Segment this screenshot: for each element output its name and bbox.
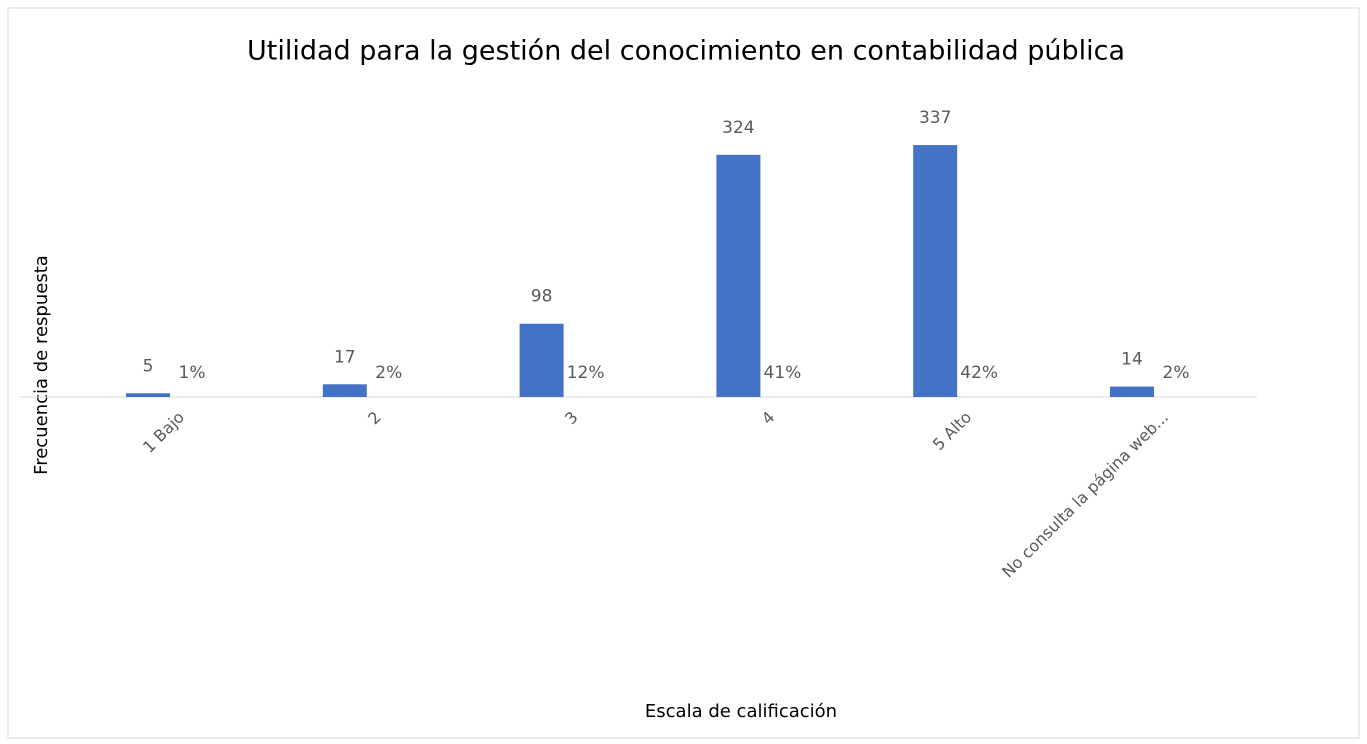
data-label: 17 [334,347,356,367]
y-axis-title: Frecuencia de respuesta [31,255,52,475]
bar [1110,386,1154,397]
data-label: 2% [375,363,402,383]
data-label: 2% [1163,363,1190,383]
data-label: 98 [531,287,553,307]
data-label: 12% [567,363,605,383]
data-label: 1% [179,363,206,383]
data-label: 324 [722,118,754,138]
data-label: 5 [143,356,154,376]
bar [322,384,367,397]
chart-title: Utilidad para la gestión del conocimient… [247,36,1125,67]
x-axis-title: Escala de calificación [645,701,837,722]
data-label: 14 [1121,350,1143,370]
bar [716,154,761,397]
bar [519,323,564,397]
bar [126,393,170,397]
data-label: 337 [919,108,951,128]
bar [913,145,958,397]
data-label: 41% [764,363,802,383]
data-label: 42% [960,363,998,383]
chart-border [7,7,1360,739]
